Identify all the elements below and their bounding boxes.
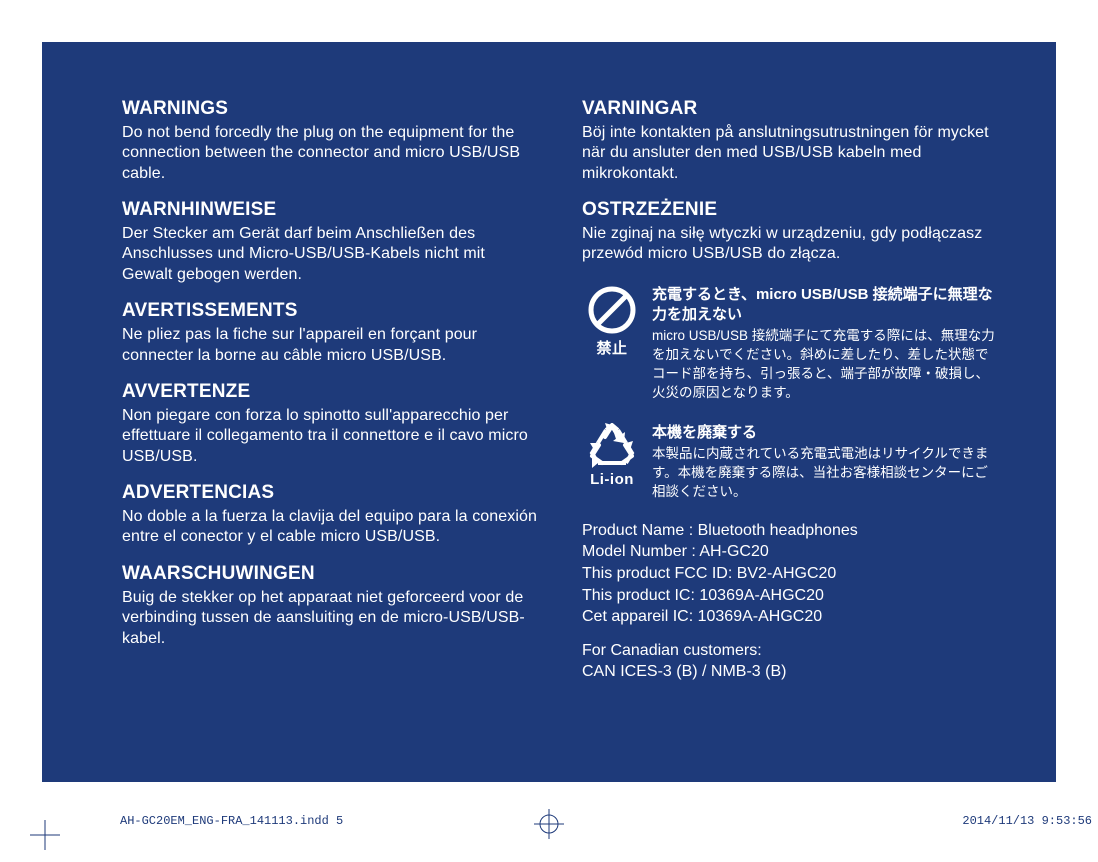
jp-prohibit-title: 充電するとき、micro USB/USB 接続端子に無理な力を加えない <box>652 285 998 326</box>
body-avertissements: Ne pliez pas la fiche sur l'appareil en … <box>122 325 538 366</box>
jp-prohibit-body: micro USB/USB 接続端子にて充電する際には、無理な力を加えないでくだ… <box>652 327 998 403</box>
body-warnings: Do not bend forcedly the plug on the equ… <box>122 123 538 184</box>
jp-prohibit-text: 充電するとき、micro USB/USB 接続端子に無理な力を加えない micr… <box>652 285 998 403</box>
prohibit-icon <box>587 285 637 335</box>
product-info-block: Product Name : Bluetooth headphones Mode… <box>582 520 998 683</box>
body-waarschuwingen: Buig de stekker op het apparaat niet gef… <box>122 588 538 649</box>
footer-filename: AH-GC20EM_ENG-FRA_141113.indd 5 <box>120 814 343 828</box>
product-fcc-line: This product FCC ID: BV2-AHGC20 <box>582 563 998 585</box>
jp-recycle-row: Li-ion 本機を廃棄する 本製品に内蔵されている充電式電池はリサイクルできま… <box>582 423 998 502</box>
crop-mark-bl <box>30 820 60 850</box>
prohibit-icon-block: 禁止 <box>582 285 642 358</box>
print-footer: AH-GC20EM_ENG-FRA_141113.indd 5 2014/11/… <box>0 814 1098 836</box>
body-advertencias: No doble a la fuerza la clavija del equi… <box>122 507 538 548</box>
section-avertissements: AVERTISSEMENTS Ne pliez pas la fiche sur… <box>122 299 538 366</box>
two-column-layout: WARNINGS Do not bend forcedly the plug o… <box>122 97 998 742</box>
product-ic-line: This product IC: 10369A-AHGC20 <box>582 585 998 607</box>
jp-recycle-text: 本機を廃棄する 本製品に内蔵されている充電式電池はリサイクルできます。本機を廃棄… <box>652 423 998 502</box>
footer-timestamp: 2014/11/13 9:53:56 <box>962 814 1092 828</box>
body-warnhinweise: Der Stecker am Gerät darf beim Anschließ… <box>122 224 538 285</box>
product-can-value: CAN ICES-3 (B) / NMB-3 (B) <box>582 661 998 683</box>
prohibit-icon-label: 禁止 <box>596 337 627 358</box>
section-varningar: VARNINGAR Böj inte kontakten på anslutni… <box>582 97 998 184</box>
body-varningar: Böj inte kontakten på anslutningsutrustn… <box>582 123 998 184</box>
body-avvertenze: Non piegare con forza lo spinotto sull'a… <box>122 406 538 467</box>
section-avvertenze: AVVERTENZE Non piegare con forza lo spin… <box>122 380 538 467</box>
heading-avvertenze: AVVERTENZE <box>122 380 538 404</box>
recycle-icon-label: Li-ion <box>590 471 634 488</box>
section-warnings: WARNINGS Do not bend forcedly the plug o… <box>122 97 538 184</box>
right-column: VARNINGAR Böj inte kontakten på anslutni… <box>582 97 998 742</box>
product-can-label: For Canadian customers: <box>582 640 998 662</box>
section-advertencias: ADVERTENCIAS No doble a la fuerza la cla… <box>122 481 538 548</box>
product-model-line: Model Number : AH-GC20 <box>582 541 998 563</box>
heading-avertissements: AVERTISSEMENTS <box>122 299 538 323</box>
jp-recycle-title: 本機を廃棄する <box>652 423 998 443</box>
product-ic-fr-line: Cet appareil IC: 10369A-AHGC20 <box>582 606 998 628</box>
product-name-line: Product Name : Bluetooth headphones <box>582 520 998 542</box>
section-ostrzezenie: OSTRZEŻENIE Nie zginaj na siłę wtyczki w… <box>582 198 998 265</box>
heading-advertencias: ADVERTENCIAS <box>122 481 538 505</box>
heading-varningar: VARNINGAR <box>582 97 998 121</box>
body-ostrzezenie: Nie zginaj na siłę wtyczki w urządzeniu,… <box>582 224 998 265</box>
document-page: WARNINGS Do not bend forcedly the plug o… <box>0 0 1098 862</box>
recycle-icon-block: Li-ion <box>582 423 642 488</box>
recycle-icon <box>586 423 638 469</box>
section-waarschuwingen: WAARSCHUWINGEN Buig de stekker op het ap… <box>122 562 538 649</box>
jp-recycle-body: 本製品に内蔵されている充電式電池はリサイクルできます。本機を廃棄する際は、当社お… <box>652 445 998 502</box>
section-warnhinweise: WARNHINWEISE Der Stecker am Gerät darf b… <box>122 198 538 285</box>
content-panel: WARNINGS Do not bend forcedly the plug o… <box>42 42 1056 782</box>
heading-warnings: WARNINGS <box>122 97 538 121</box>
left-column: WARNINGS Do not bend forcedly the plug o… <box>122 97 538 742</box>
heading-warnhinweise: WARNHINWEISE <box>122 198 538 222</box>
heading-waarschuwingen: WAARSCHUWINGEN <box>122 562 538 586</box>
jp-prohibit-row: 禁止 充電するとき、micro USB/USB 接続端子に無理な力を加えない m… <box>582 285 998 403</box>
heading-ostrzezenie: OSTRZEŻENIE <box>582 198 998 222</box>
